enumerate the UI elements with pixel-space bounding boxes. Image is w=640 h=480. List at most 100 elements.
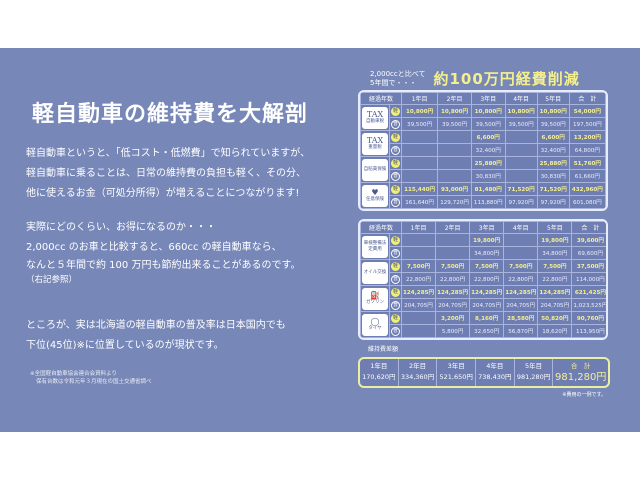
futsu-cost-cell: 39,500円 bbox=[504, 117, 538, 131]
kei-cost-cell: 10,800円 bbox=[504, 104, 538, 118]
kei-cost-cell: 25,880円 bbox=[536, 156, 570, 170]
kei-cost-cell: 54,000円 bbox=[568, 104, 606, 118]
futsu-cost-cell: 39,500円 bbox=[536, 117, 570, 131]
summary-label: 維持費差額 bbox=[368, 346, 399, 353]
summary-value: 981,280円 bbox=[554, 372, 607, 383]
reference-note: （右記参照） bbox=[26, 275, 78, 285]
table-row-futsu: 普 161,640円 129,720円 113,880円 97,920円 97,920円 6… bbox=[361, 195, 606, 209]
category-cell: ◯ タイヤ bbox=[360, 311, 390, 338]
futsu-cost-cell: 61,660円 bbox=[568, 169, 606, 183]
note-line: ※全国軽自動車協会連合会資料より bbox=[30, 371, 117, 377]
kei-cost-cell bbox=[504, 156, 538, 170]
kei-badge: 軽 bbox=[391, 106, 400, 116]
badge-cell: 軽 bbox=[389, 311, 402, 325]
kei-cost-cell: 10,800円 bbox=[536, 104, 570, 118]
badge-cell: 軽 bbox=[389, 104, 402, 118]
futsu-cost-cell: 32,400円 bbox=[470, 143, 506, 157]
category-label: オイル交換 bbox=[363, 269, 387, 275]
kei-cost-cell bbox=[503, 233, 539, 247]
kei-cost-cell bbox=[435, 233, 471, 247]
futsu-cost-cell: 204,705円 bbox=[503, 298, 539, 312]
kei-cost-cell: 93,000円 bbox=[437, 182, 472, 196]
kei-cost-cell: 10,800円 bbox=[470, 104, 506, 118]
futsu-cost-cell bbox=[504, 169, 538, 183]
column-header: 5年目 bbox=[536, 92, 570, 105]
summary-cell: 1年目 170,620円 bbox=[360, 359, 399, 386]
kei-cost-cell: 50,820円 bbox=[537, 311, 573, 325]
kei-cost-cell bbox=[504, 130, 538, 144]
column-header: 4年目 bbox=[504, 92, 538, 105]
futsu-cost-cell: 5,800円 bbox=[435, 324, 471, 338]
category-cell: ⛽ ガソリン bbox=[360, 285, 390, 312]
futsu-cost-cell: 161,640円 bbox=[400, 195, 439, 209]
column-header: 3年目 bbox=[469, 221, 505, 234]
table-row-futsu: 普 204,705円 204,705円 204,705円 204,705円 204,705… bbox=[361, 298, 606, 312]
category-cell: TAX 重量税 bbox=[360, 130, 390, 157]
futsu-cost-cell: 30,830円 bbox=[536, 169, 570, 183]
column-header: 3年目 bbox=[470, 92, 506, 105]
futsu-cost-cell: 113,880円 bbox=[470, 195, 506, 209]
futsu-cost-cell bbox=[435, 246, 471, 260]
kei-cost-cell: 124,285円 bbox=[435, 285, 471, 299]
kei-cost-cell bbox=[400, 233, 437, 247]
inspection-icon: 車検整備法定費用 bbox=[362, 235, 388, 258]
futsu-cost-cell: 129,720円 bbox=[437, 195, 472, 209]
summary-year: 4年目 bbox=[486, 362, 504, 370]
futsu-cost-cell: 56,870円 bbox=[503, 324, 539, 338]
kei-badge: 軽 bbox=[391, 184, 400, 194]
futsu-cost-cell: 32,400円 bbox=[536, 143, 570, 157]
cost-table-1: 経過年数 1年目 2年目 3年目 4年目 5年目合 計 TAX 自動車税軽 10,800円 10,… bbox=[358, 90, 608, 211]
summary-year: 合 計 bbox=[570, 362, 591, 370]
table-row-kei: オイル交換軽 7,500円 7,500円 7,500円 7,500円 7,500円 37,5… bbox=[360, 259, 606, 286]
headline: 2,000ccと比べて 5年間で・・・ 約100万円経費削減 bbox=[370, 68, 580, 89]
cost-table-2: 経過年数 1年目 2年目 3年目 4年目 5年目合 計車検整備法定費用軽 19,800円 19… bbox=[358, 219, 608, 340]
futsu-cost-cell: 64,800円 bbox=[568, 143, 606, 157]
badge-cell: 軽 bbox=[389, 130, 402, 144]
insurance-icon: 自賠責保険 bbox=[362, 158, 388, 181]
futsu-cost-cell: 204,705円 bbox=[469, 298, 505, 312]
table-row-kei: ⛽ ガソリン軽 124,285円 124,285円 124,285円 124,285円 12… bbox=[360, 285, 606, 312]
futsu-cost-cell bbox=[437, 143, 472, 157]
badge-cell: 普 bbox=[389, 195, 402, 209]
futsu-badge: 普 bbox=[391, 171, 400, 181]
column-header: 1年目 bbox=[400, 221, 437, 234]
futsu-cost-cell: 197,500円 bbox=[568, 117, 606, 131]
futsu-cost-cell: 601,080円 bbox=[568, 195, 606, 209]
column-header: 1年目 bbox=[400, 92, 439, 105]
heart-icon: ♥ 任意保険 bbox=[362, 184, 388, 207]
tax-icon: TAX 自動車税 bbox=[362, 106, 388, 129]
kei-cost-cell: 90,760円 bbox=[571, 311, 606, 325]
text-line: ところが、実は北海道の軽自動車の普及率は日本国内でも bbox=[26, 320, 286, 331]
gas-pump-icon: ⛽ ガソリン bbox=[362, 287, 388, 310]
text-line: 下位(45位)※に位置しているのが現状です。 bbox=[26, 340, 224, 351]
category-label: 任意保険 bbox=[366, 196, 384, 202]
futsu-cost-cell: 30,830円 bbox=[470, 169, 506, 183]
futsu-cost-cell: 22,800円 bbox=[503, 272, 539, 286]
kei-cost-cell: 25,880円 bbox=[470, 156, 506, 170]
table-row-futsu: 普 32,400円 32,400円 64,800円 bbox=[361, 143, 606, 157]
kei-cost-cell: 71,520円 bbox=[536, 182, 570, 196]
futsu-cost-cell: 204,705円 bbox=[537, 298, 573, 312]
category-cell: ♥ 任意保険 bbox=[360, 182, 390, 209]
kei-cost-cell: 37,500円 bbox=[571, 259, 606, 273]
icon-glyph: TAX bbox=[366, 135, 384, 145]
kei-cost-cell bbox=[437, 130, 472, 144]
headline-pre-line: 5年間で・・・ bbox=[370, 78, 417, 87]
kei-cost-cell: 51,760円 bbox=[568, 156, 606, 170]
futsu-cost-cell bbox=[400, 143, 439, 157]
badge-cell: 軽 bbox=[389, 156, 402, 170]
text-line: 実際にどのくらい、お得になるのか・・・ bbox=[26, 222, 216, 233]
summary-year: 5年目 bbox=[524, 362, 543, 370]
kei-cost-cell: 10,800円 bbox=[437, 104, 472, 118]
savings-paragraph: 実際にどのくらい、お得になるのか・・・ 2,000cc のお車と比較すると、66… bbox=[26, 218, 300, 286]
table-row-futsu: 普 5,800円 32,650円 56,870円 18,620円 113,950円 bbox=[361, 324, 606, 338]
futsu-cost-cell: 204,705円 bbox=[435, 298, 471, 312]
intro-paragraph: 軽自動車というと、「低コスト・低燃費」で知られていますが、 軽自動車に乗ることは… bbox=[26, 144, 310, 204]
kei-cost-cell: 124,285円 bbox=[469, 285, 505, 299]
page-title: 軽自動車の維持費を大解剖 bbox=[32, 101, 309, 127]
futsu-cost-cell: 204,705円 bbox=[400, 298, 437, 312]
text-line: 他に使えるお金（可処分所得）が増えることにつながります! bbox=[26, 188, 300, 199]
summary-cell: 4年目 738,430円 bbox=[476, 359, 515, 386]
kei-cost-cell: 28,580円 bbox=[503, 311, 539, 325]
cost-table: 経過年数 1年目 2年目 3年目 4年目 5年目合 計車検整備法定費用軽 19,800円 19… bbox=[360, 221, 606, 338]
